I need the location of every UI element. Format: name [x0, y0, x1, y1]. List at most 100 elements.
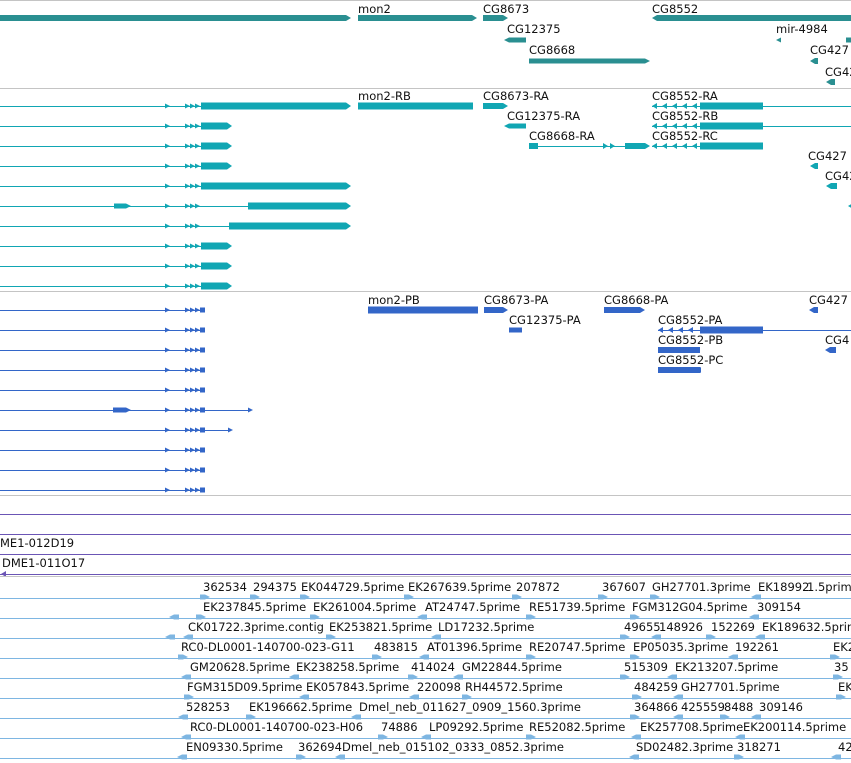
- strand-arrow: [165, 283, 170, 289]
- est-label[interactable]: 362534: [203, 580, 247, 594]
- est-label[interactable]: CK01722.3prime.contig: [188, 620, 324, 634]
- est-label[interactable]: 294375: [253, 580, 297, 594]
- est-label[interactable]: 364866: [634, 700, 678, 714]
- est-label[interactable]: EK253821.5prime: [329, 620, 433, 634]
- est-label[interactable]: FGM312G04.5prime: [632, 600, 748, 614]
- clone-label[interactable]: ME1-012D19: [0, 536, 75, 550]
- transcript-label[interactable]: CG8668-RA: [529, 129, 595, 143]
- est-label[interactable]: GM22844.5prime: [462, 660, 562, 674]
- est-label[interactable]: 414024: [411, 660, 455, 674]
- transcript-label[interactable]: CG8552-RC: [652, 129, 718, 143]
- est-feature: [184, 694, 189, 700]
- est-label[interactable]: RE51739.5prime: [529, 600, 626, 614]
- est-label[interactable]: 42: [838, 740, 851, 754]
- est-label[interactable]: EK189632.5prime: [762, 620, 851, 634]
- transcript-label[interactable]: CG427: [808, 149, 847, 163]
- est-feature: [678, 714, 683, 720]
- est-label[interactable]: 515309: [624, 660, 668, 674]
- protein-label[interactable]: CG427: [809, 293, 848, 307]
- est-label[interactable]: EK238258.5prime: [296, 660, 400, 674]
- gene-label[interactable]: CG427: [810, 43, 849, 57]
- strand-arrow: [645, 143, 650, 149]
- est-label[interactable]: EK237845.5prime: [203, 600, 307, 614]
- strand-arrow: [503, 307, 508, 313]
- est-label[interactable]: 425559: [681, 700, 725, 714]
- est-label[interactable]: FGM315D09.5prime: [187, 680, 303, 694]
- strand-arrow: [195, 307, 200, 313]
- est-feature: [356, 714, 361, 720]
- transcript-label[interactable]: CG42: [825, 169, 851, 183]
- transcript-label[interactable]: CG8552-RB: [652, 109, 719, 123]
- est-label[interactable]: Dmel_neb_011627_0909_1560.3prime: [359, 700, 581, 714]
- gene-label[interactable]: CG42: [825, 65, 851, 79]
- est-label[interactable]: 35: [834, 660, 849, 674]
- est-label[interactable]: EK213207.5prime: [675, 660, 779, 674]
- est-label[interactable]: GM20628.5prime: [190, 660, 290, 674]
- transcript-label[interactable]: CG8552-RA: [652, 89, 718, 103]
- est-label[interactable]: EK257708.5prime: [640, 720, 744, 734]
- est-label[interactable]: EK: [838, 680, 851, 694]
- est-label[interactable]: 152269: [711, 620, 755, 634]
- est-label[interactable]: GH27701.3prime: [652, 580, 751, 594]
- protein-label[interactable]: CG8552-PB: [658, 333, 724, 347]
- est-label[interactable]: 192261: [735, 640, 779, 654]
- est-label[interactable]: RE52082.5prime: [529, 720, 626, 734]
- est-label[interactable]: 74886: [381, 720, 418, 734]
- est-label[interactable]: 1.5prime: [807, 580, 851, 594]
- transcript-label[interactable]: CG12375-RA: [507, 109, 581, 123]
- est-label[interactable]: 362694: [298, 740, 342, 754]
- est-label[interactable]: GH27701.5prime: [681, 680, 780, 694]
- protein-label[interactable]: CG8673-PA: [484, 293, 549, 307]
- est-label[interactable]: 367607: [602, 580, 646, 594]
- clone-label[interactable]: DME1-011O17: [2, 556, 86, 570]
- est-label[interactable]: EK2: [833, 640, 851, 654]
- est-label[interactable]: 484259: [634, 680, 678, 694]
- est-label[interactable]: LD17232.5prime: [438, 620, 535, 634]
- est-label[interactable]: 528253: [186, 700, 230, 714]
- gene-label[interactable]: mir-4984: [776, 22, 828, 36]
- est-label[interactable]: 220098: [417, 680, 461, 694]
- gene-label[interactable]: CG8668: [529, 43, 576, 57]
- est-label[interactable]: 309154: [757, 600, 801, 614]
- est-label[interactable]: 483815: [374, 640, 418, 654]
- strand-arrow: [380, 306, 385, 314]
- est-label[interactable]: RH44572.5prime: [465, 680, 563, 694]
- est-label[interactable]: EK18992: [758, 580, 810, 594]
- est-label[interactable]: 309146: [759, 700, 803, 714]
- protein-label[interactable]: CG8552-PA: [658, 313, 723, 327]
- est-label[interactable]: RC0-DL0001-140700-023-G11: [181, 640, 355, 654]
- est-label[interactable]: EK044729.5prime: [301, 580, 405, 594]
- est-label[interactable]: SD02482.3prime: [636, 740, 734, 754]
- est-label[interactable]: AT24747.5prime: [425, 600, 521, 614]
- gene-label[interactable]: CG8552: [652, 2, 699, 16]
- est-label[interactable]: 318271: [737, 740, 781, 754]
- est-label[interactable]: EK057843.5prime: [306, 680, 410, 694]
- gene-label[interactable]: CG8673: [483, 2, 530, 16]
- protein-label[interactable]: mon2-PB: [368, 293, 420, 307]
- est-label[interactable]: LP09292.5prime: [429, 720, 524, 734]
- est-label[interactable]: EK196662.5prime: [249, 700, 353, 714]
- transcript-label[interactable]: CG8673-RA: [483, 89, 549, 103]
- est-feature: [512, 594, 517, 600]
- protein-label[interactable]: CG8668-PA: [604, 293, 669, 307]
- est-label[interactable]: 148926: [659, 620, 703, 634]
- gene-label[interactable]: mon2: [358, 2, 391, 16]
- est-label[interactable]: EN09330.5prime: [186, 740, 283, 754]
- protein-label[interactable]: CG12375-PA: [509, 313, 581, 327]
- est-label[interactable]: 49655: [624, 620, 661, 634]
- est-label[interactable]: 207872: [516, 580, 560, 594]
- est-label[interactable]: RC0-DL0001-140700-023-H06: [190, 720, 364, 734]
- est-label[interactable]: 8488: [724, 700, 754, 714]
- transcript-label[interactable]: mon2-RB: [358, 89, 411, 103]
- protein-label[interactable]: CG4: [825, 333, 850, 347]
- est-label[interactable]: EK200114.5prime: [743, 720, 847, 734]
- gene-label[interactable]: CG12375: [507, 22, 561, 36]
- est-label[interactable]: RE20747.5prime: [529, 640, 626, 654]
- est-label[interactable]: EK267639.5prime: [408, 580, 512, 594]
- protein-label[interactable]: CG8552-PC: [658, 353, 724, 367]
- est-label[interactable]: EK261004.5prime: [313, 600, 417, 614]
- est-label[interactable]: EP05035.3prime: [633, 640, 729, 654]
- est-label[interactable]: Dmel_neb_015102_0333_0852.3prime: [342, 740, 564, 754]
- strand-arrow: [835, 654, 840, 660]
- est-label[interactable]: AT01396.5prime: [427, 640, 523, 654]
